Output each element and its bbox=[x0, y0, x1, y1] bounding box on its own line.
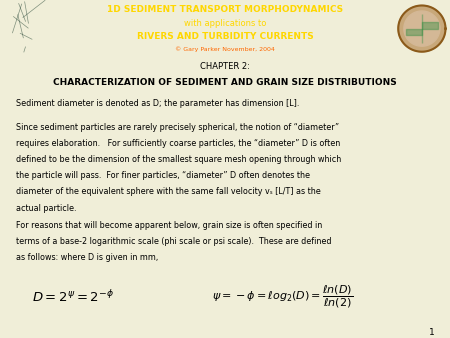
Text: Since sediment particles are rarely precisely spherical, the notion of “diameter: Since sediment particles are rarely prec… bbox=[16, 123, 339, 132]
Text: RIVERS AND TURBIDITY CURRENTS: RIVERS AND TURBIDITY CURRENTS bbox=[137, 32, 313, 41]
Text: CHAPTER 2:: CHAPTER 2: bbox=[200, 62, 250, 71]
Text: 1: 1 bbox=[428, 328, 434, 337]
Text: © Gary Parker November, 2004: © Gary Parker November, 2004 bbox=[175, 47, 275, 52]
Text: terms of a base-2 logarithmic scale (phi scale or psi scale).  These are defined: terms of a base-2 logarithmic scale (phi… bbox=[16, 237, 331, 246]
Text: defined to be the dimension of the smallest square mesh opening through which: defined to be the dimension of the small… bbox=[16, 155, 341, 164]
Text: with applications to: with applications to bbox=[184, 19, 266, 28]
Text: For reasons that will become apparent below, grain size is often specified in: For reasons that will become apparent be… bbox=[16, 221, 322, 230]
Text: $D = 2^{\psi} = 2^{-\phi}$: $D = 2^{\psi} = 2^{-\phi}$ bbox=[32, 289, 113, 305]
Polygon shape bbox=[404, 11, 440, 46]
Text: as follows: where D is given in mm,: as follows: where D is given in mm, bbox=[16, 253, 158, 262]
Text: the particle will pass.  For finer particles, “diameter” D often denotes the: the particle will pass. For finer partic… bbox=[16, 171, 310, 180]
Polygon shape bbox=[398, 5, 446, 52]
Text: actual particle.: actual particle. bbox=[16, 203, 76, 213]
Text: diameter of the equivalent sphere with the same fall velocity vₛ [L/T] as the: diameter of the equivalent sphere with t… bbox=[16, 188, 320, 196]
Text: requires elaboration.   For sufficiently coarse particles, the “diameter” D is o: requires elaboration. For sufficiently c… bbox=[16, 139, 340, 148]
Text: CHARACTERIZATION OF SEDIMENT AND GRAIN SIZE DISTRIBUTIONS: CHARACTERIZATION OF SEDIMENT AND GRAIN S… bbox=[53, 78, 397, 87]
Text: Sediment diameter is denoted as D; the parameter has dimension [L].: Sediment diameter is denoted as D; the p… bbox=[16, 99, 299, 108]
Text: $\psi = -\phi = \ell og_2(D) = \dfrac{\ell n(D)}{\ell n(2)}$: $\psi = -\phi = \ell og_2(D) = \dfrac{\e… bbox=[212, 284, 353, 310]
Text: 1D SEDIMENT TRANSPORT MORPHODYNAMICS: 1D SEDIMENT TRANSPORT MORPHODYNAMICS bbox=[107, 5, 343, 15]
